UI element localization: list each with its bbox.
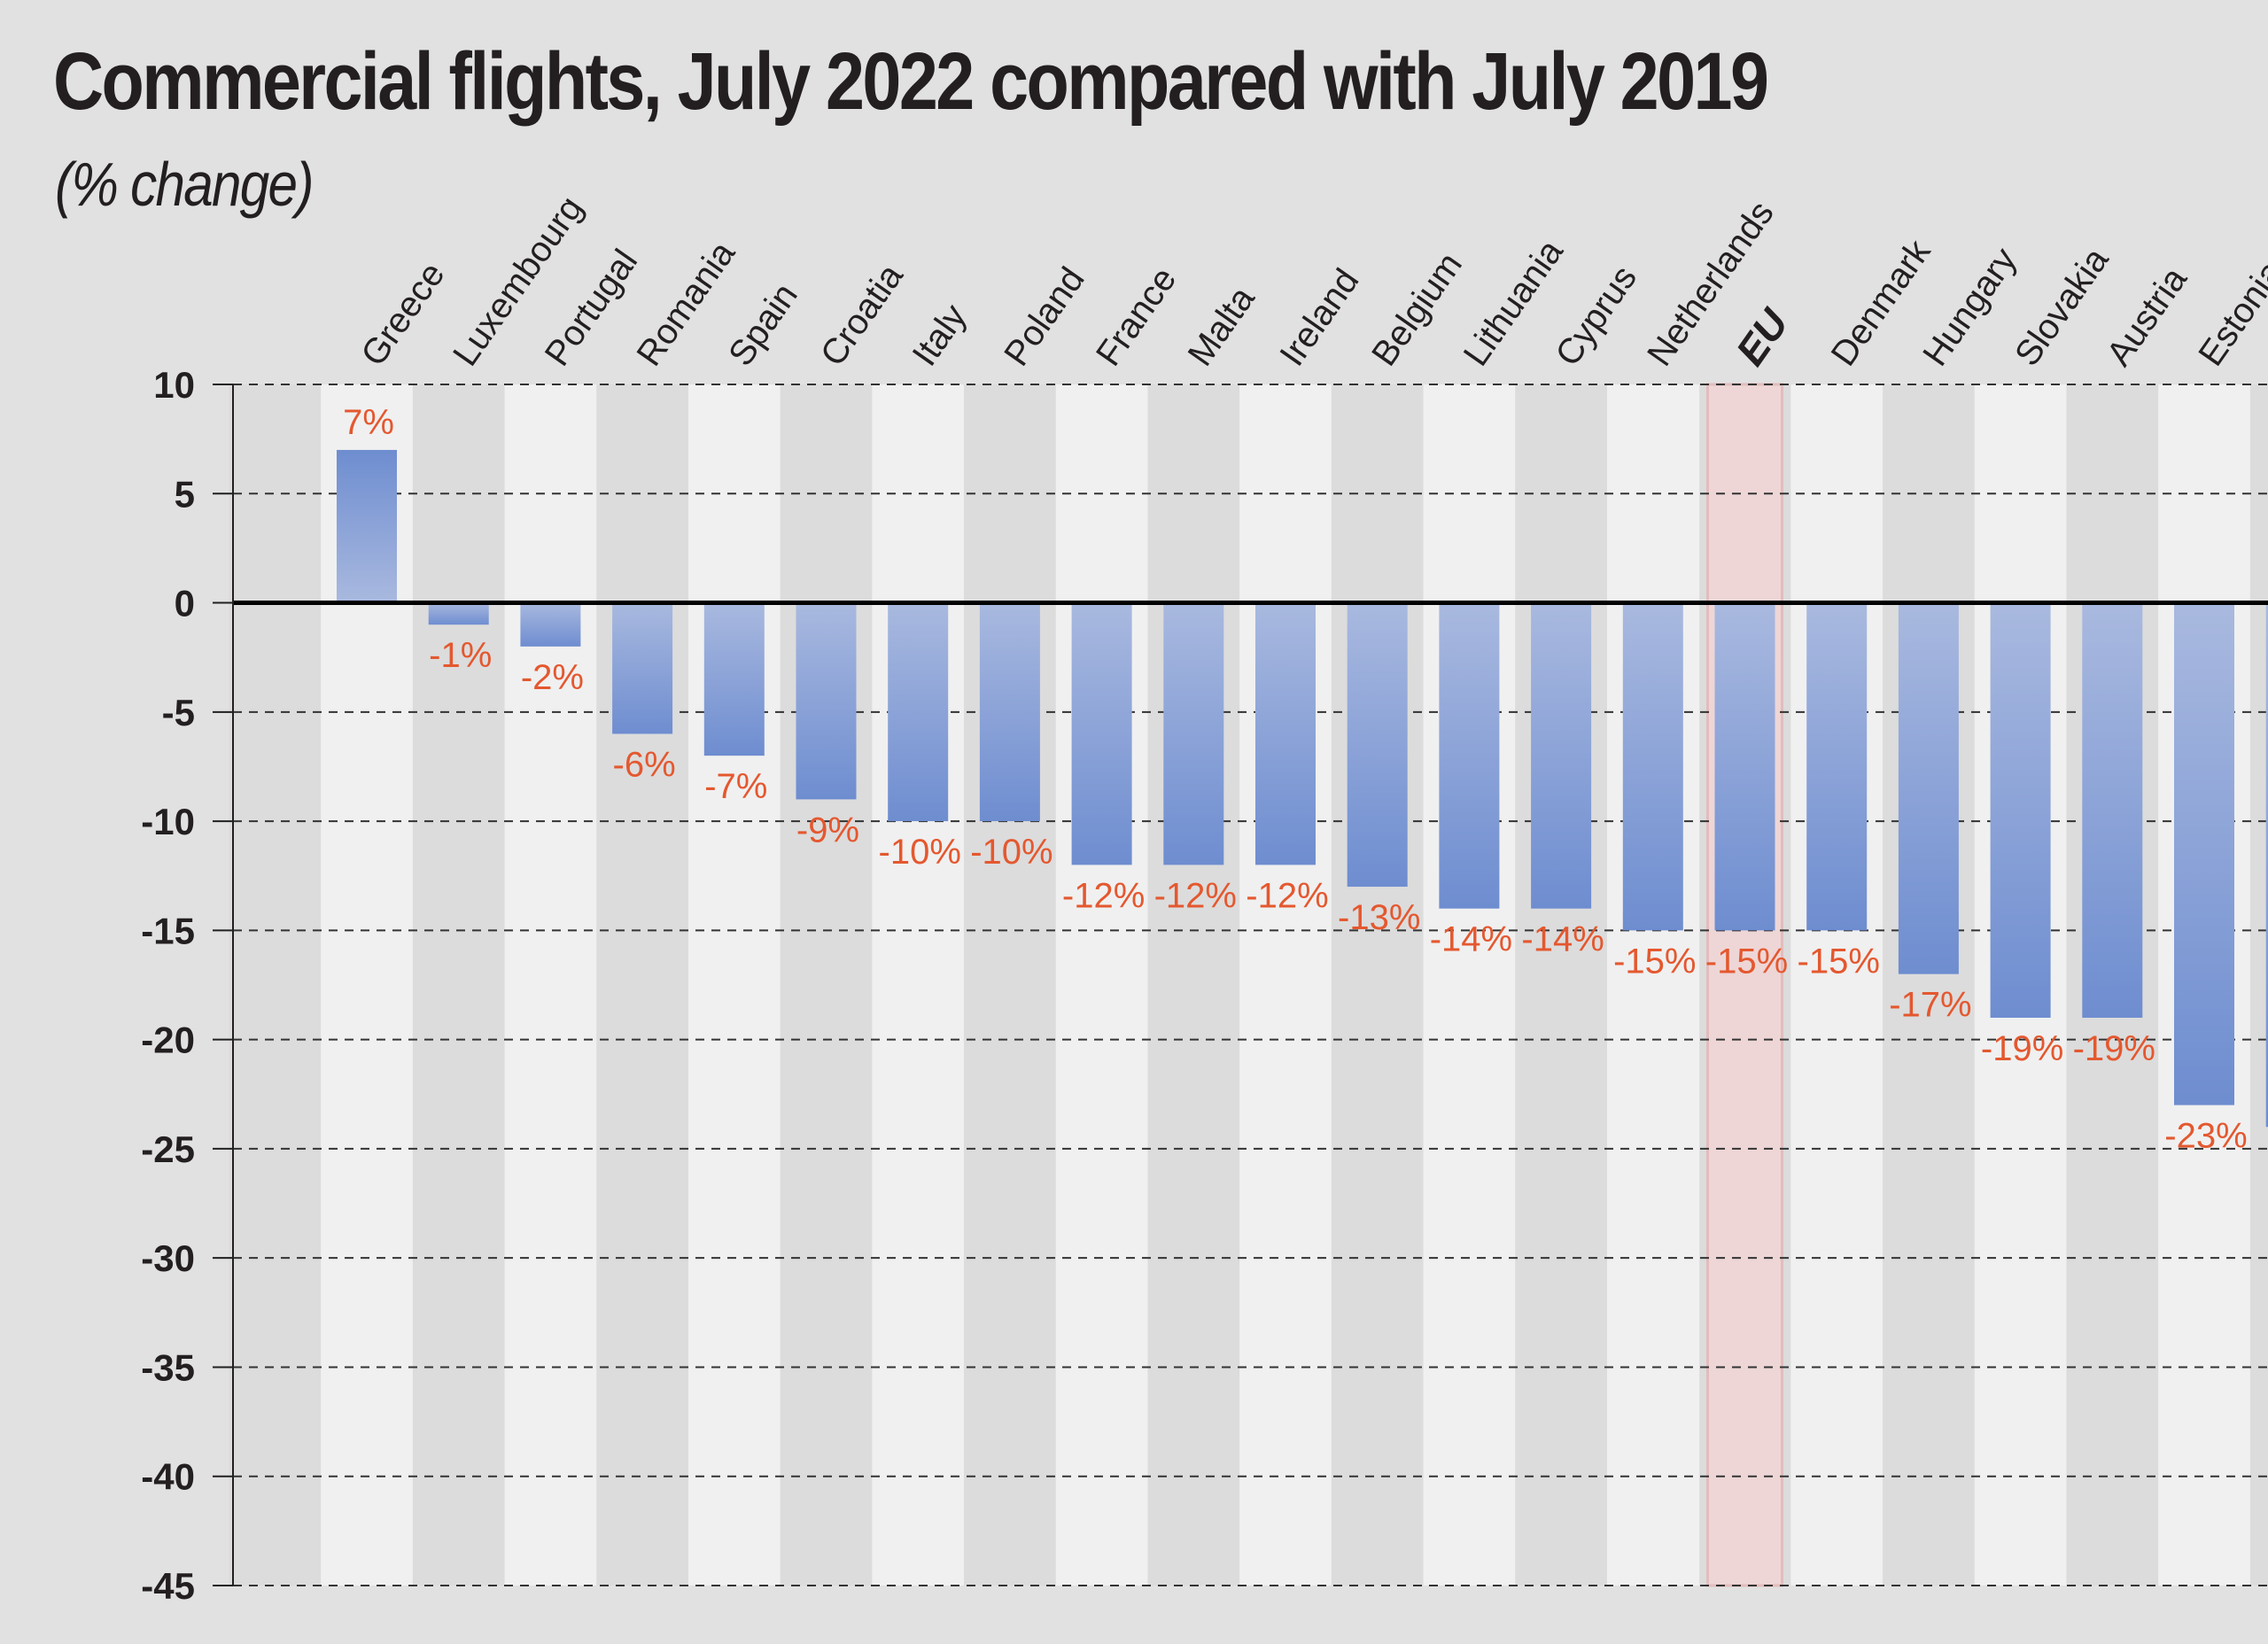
category-label: Croatia	[813, 257, 911, 373]
bar	[1714, 602, 1775, 931]
category-label: Malta	[1181, 279, 1263, 373]
category-label: Poland	[997, 260, 1091, 373]
bar	[1255, 602, 1316, 865]
bar	[2174, 602, 2234, 1105]
y-tick-label: -10	[141, 801, 195, 842]
data-label: -14%	[1521, 920, 1604, 959]
bar	[612, 602, 673, 734]
bar	[1806, 602, 1868, 931]
y-tick-label: -35	[141, 1346, 195, 1388]
category-label: France	[1089, 260, 1184, 373]
y-tick-label: -5	[162, 692, 195, 733]
bar	[520, 602, 581, 647]
data-label: -10%	[879, 833, 961, 872]
column-band	[1606, 384, 1700, 1586]
category-label: Estonia	[2191, 253, 2268, 373]
data-label: -15%	[1613, 942, 1696, 981]
bar	[2082, 602, 2143, 1018]
category-label: EU	[1727, 299, 1798, 374]
column-band	[1239, 384, 1332, 1586]
data-label: -12%	[1154, 876, 1237, 915]
data-label: -2%	[521, 658, 584, 697]
y-tick-label: -20	[141, 1020, 195, 1061]
category-label: Spain	[721, 276, 805, 373]
column-band	[687, 384, 781, 1586]
bar	[888, 602, 949, 822]
data-label: -13%	[1338, 898, 1420, 937]
column-band	[872, 384, 965, 1586]
y-tick-label: -40	[141, 1456, 195, 1498]
y-tick-label: -30	[141, 1237, 195, 1279]
bar	[1071, 602, 1132, 865]
bar	[337, 449, 397, 603]
column-band	[1423, 384, 1516, 1586]
y-tick-label: 5	[175, 473, 195, 515]
column-band	[1147, 384, 1240, 1586]
column-band	[1515, 384, 1608, 1586]
bar	[428, 602, 489, 625]
column-bands	[229, 383, 2268, 1587]
data-label: -19%	[2073, 1029, 2155, 1068]
column-band	[596, 384, 689, 1586]
column-band	[964, 384, 1057, 1586]
category-label: Belgium	[1364, 246, 1470, 374]
column-band	[1331, 384, 1425, 1586]
bar	[1439, 602, 1500, 909]
category-label: Greece	[353, 255, 452, 373]
category-label: Slovakia	[2008, 240, 2117, 373]
highlight-band	[1706, 383, 1783, 1587]
column-band	[229, 384, 322, 1586]
data-label: -15%	[1705, 942, 1788, 981]
chart-title: Commercial flights, July 2022 compared w…	[53, 36, 1769, 127]
data-label: -10%	[970, 833, 1052, 872]
data-label: -7%	[704, 767, 767, 806]
y-axis: 10 5 0 -5 -10 -15 -20 -25 -30 -35 -40 -45	[141, 364, 234, 1607]
bar	[1163, 602, 1224, 865]
data-label: -12%	[1062, 876, 1145, 915]
column-band	[2249, 384, 2268, 1586]
y-tick-label: -25	[141, 1128, 195, 1170]
bar	[1531, 602, 1592, 909]
category-label: Italy	[905, 298, 975, 373]
data-labels: 7%-1%-2%-6%-7%-9%-10% -10%-12% -12% -12%-13…	[343, 403, 2248, 1156]
data-label: 7%	[343, 403, 394, 442]
data-label: -15%	[1798, 942, 1880, 981]
bars	[337, 449, 2268, 1128]
bar	[979, 602, 1040, 822]
data-label: -6%	[613, 745, 676, 784]
data-label: -12%	[1246, 876, 1328, 915]
category-label: Cyprus	[1548, 259, 1644, 373]
category-label: Ireland	[1272, 262, 1366, 373]
column-band	[504, 384, 597, 1586]
y-tick-label: 10	[153, 364, 195, 406]
y-tick-label: 0	[175, 583, 195, 624]
column-band	[412, 384, 506, 1586]
data-label: -19%	[1981, 1029, 2063, 1068]
y-tick-label: -45	[141, 1565, 195, 1607]
category-label: Austria	[2100, 260, 2195, 373]
data-label: -1%	[429, 636, 492, 675]
data-label: -9%	[796, 810, 859, 849]
bar	[703, 602, 765, 756]
data-label: -14%	[1430, 920, 1512, 959]
bar	[1622, 602, 1683, 931]
bar	[1990, 602, 2051, 1018]
bar	[2265, 602, 2268, 1128]
column-band	[1055, 384, 1148, 1586]
column-band	[780, 384, 873, 1586]
bar	[1898, 602, 1959, 974]
chart-subtitle: (% change)	[55, 150, 314, 219]
data-label: -17%	[1889, 986, 1971, 1025]
data-label: -23%	[2164, 1117, 2247, 1156]
column-band	[1790, 384, 1884, 1586]
bar	[796, 602, 857, 800]
column-band	[1883, 384, 1976, 1586]
y-tick-label: -15	[141, 910, 195, 951]
bar	[1347, 602, 1408, 888]
